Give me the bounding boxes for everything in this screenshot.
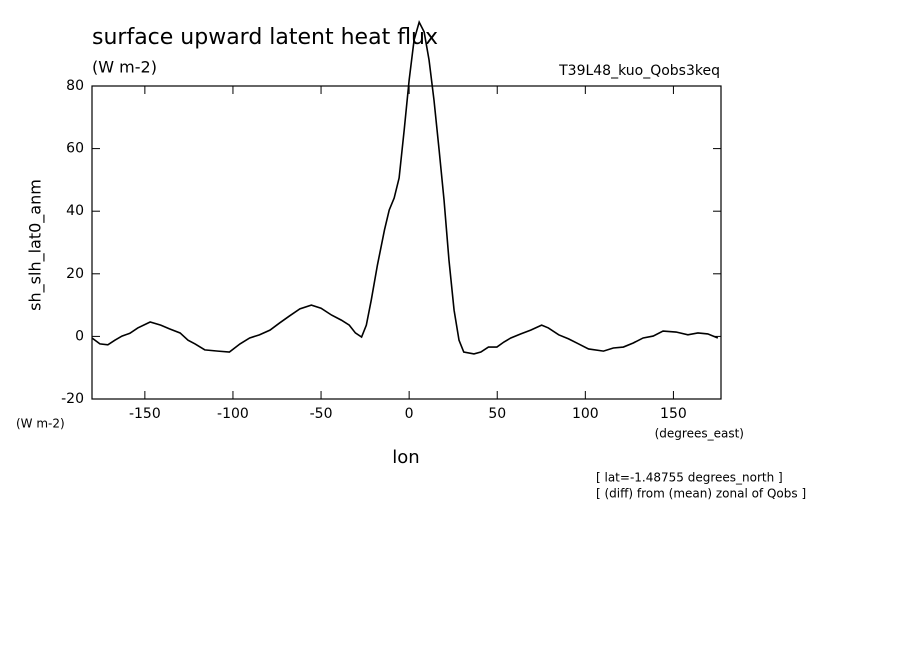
y-units: (W m-2) bbox=[16, 417, 65, 431]
x-tick-label: -100 bbox=[217, 406, 249, 422]
x-tick-label: -150 bbox=[129, 406, 161, 422]
y-tick-label: 0 bbox=[75, 328, 84, 344]
y-tick-label: 80 bbox=[66, 78, 84, 94]
x-tick-label: -50 bbox=[310, 406, 333, 422]
chart-title: surface upward latent heat flux bbox=[92, 25, 438, 50]
annotation: [ (diff) from (mean) zonal of Qobs ] bbox=[596, 487, 806, 501]
y-tick-label: 20 bbox=[66, 266, 84, 282]
y-tick-label: 60 bbox=[66, 141, 84, 157]
x-axis-label: lon bbox=[392, 447, 419, 468]
y-tick-label: 40 bbox=[66, 203, 84, 219]
x-tick-label: 50 bbox=[488, 406, 506, 422]
data-line bbox=[91, 19, 719, 355]
plot-frame bbox=[91, 85, 722, 400]
y-tick-label: -20 bbox=[61, 391, 84, 407]
chart-subtitle: (W m-2) bbox=[92, 58, 157, 77]
y-axis-label: sh_slh_lat0_anm bbox=[26, 179, 46, 311]
annotation: [ lat=-1.48755 degrees_north ] bbox=[596, 471, 783, 485]
x-tick-label: 0 bbox=[405, 406, 414, 422]
x-tick-label: 150 bbox=[660, 406, 687, 422]
x-units: (degrees_east) bbox=[655, 427, 744, 441]
run-label: T39L48_kuo_Qobs3keq bbox=[558, 63, 720, 79]
x-tick-label: 100 bbox=[572, 406, 599, 422]
